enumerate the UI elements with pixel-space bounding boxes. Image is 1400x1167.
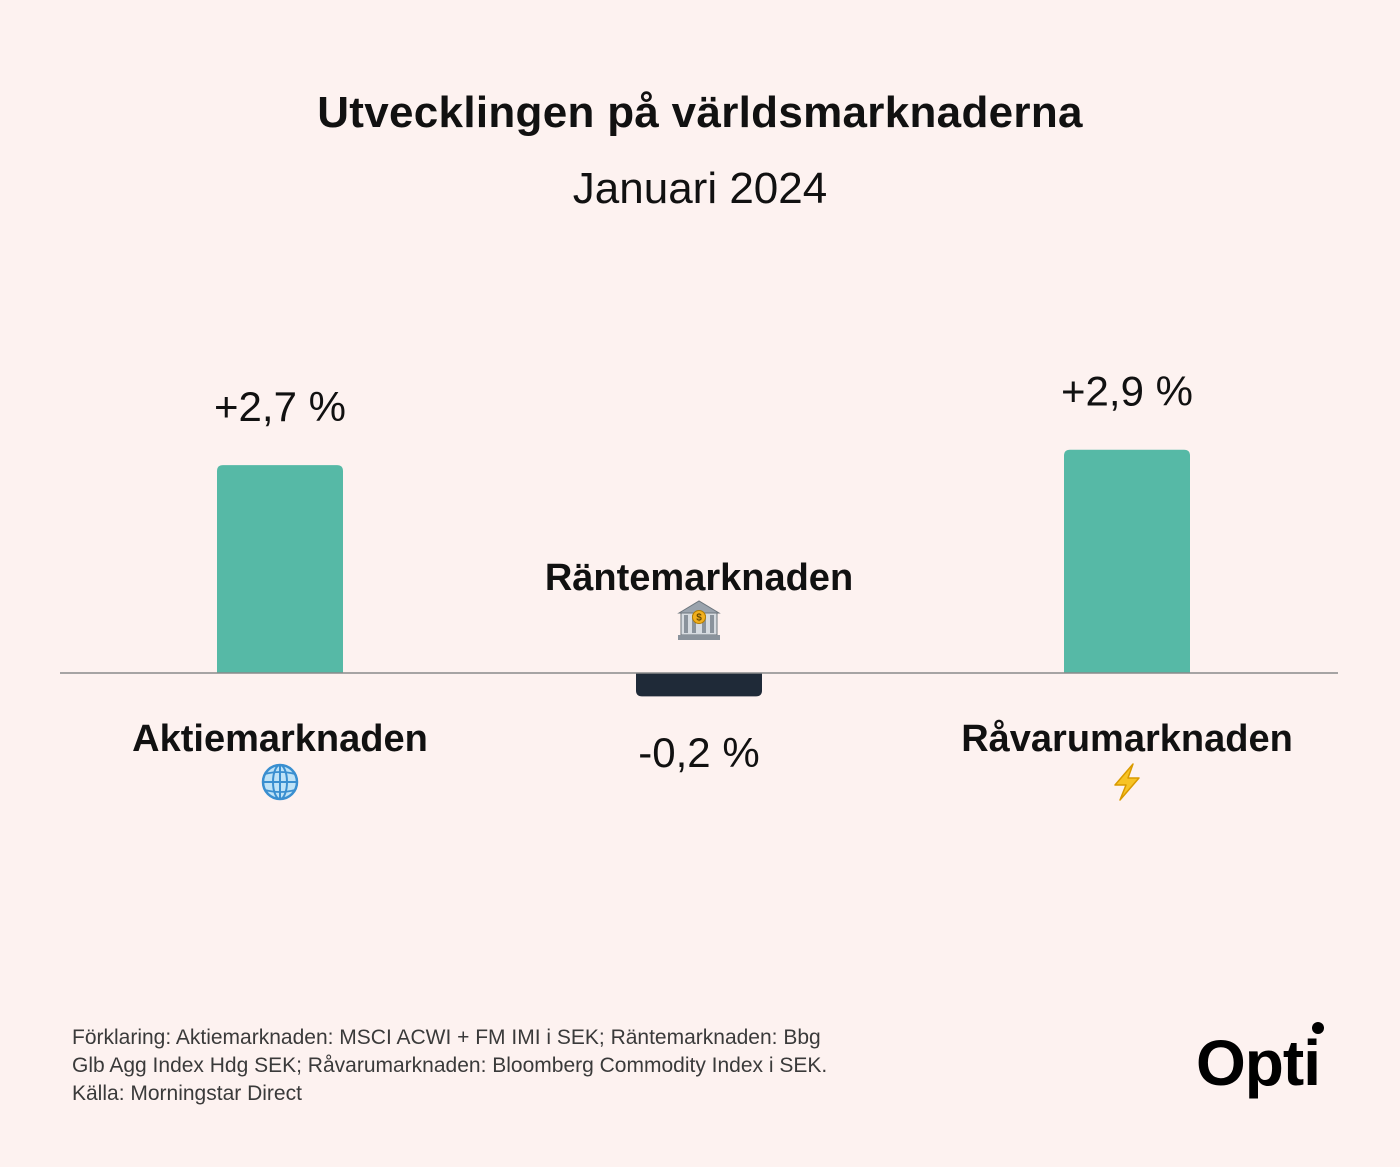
brand-logo-text: Opti xyxy=(1196,1027,1321,1099)
bar-rantemarknaden xyxy=(636,673,762,697)
category-label-ravarumarknaden: Råvarumarknaden xyxy=(961,718,1293,760)
footnote-line-1: Förklaring: Aktiemarknaden: MSCI ACWI + … xyxy=(72,1026,821,1049)
footnote: Förklaring: Aktiemarknaden: MSCI ACWI + … xyxy=(72,1024,1072,1108)
category-label-aktiemarknaden: Aktiemarknaden xyxy=(132,718,428,760)
brand-logo: Opti xyxy=(1196,1022,1336,1106)
svg-text:$: $ xyxy=(696,613,702,624)
bar-chart: +2,7 % -0,2 % +2,9 % Aktiemarknaden Räntemar… xyxy=(60,368,1338,801)
footnote-line-2: Glb Agg Index Hdg SEK; Råvarumarknaden: … xyxy=(72,1054,828,1077)
value-label-ravarumarknaden: +2,9 % xyxy=(1061,368,1193,415)
value-label-aktiemarknaden: +2,7 % xyxy=(214,383,346,430)
brand-logo-dot xyxy=(1312,1022,1324,1034)
lightning-icon xyxy=(1114,763,1140,801)
footnote-source: Källa: Morningstar Direct xyxy=(72,1082,302,1105)
chart-subtitle: Januari 2024 xyxy=(572,164,828,213)
bank-icon: $ xyxy=(677,600,721,640)
globe-icon xyxy=(261,763,299,801)
bar-ravarumarknaden xyxy=(1064,449,1190,673)
bar-aktiemarknaden xyxy=(217,465,343,673)
category-label-rantemarknaden: Räntemarknaden xyxy=(545,557,853,599)
value-label-rantemarknaden: -0,2 % xyxy=(638,729,759,776)
chart-title: Utvecklingen på världsmarknaderna xyxy=(317,88,1083,137)
